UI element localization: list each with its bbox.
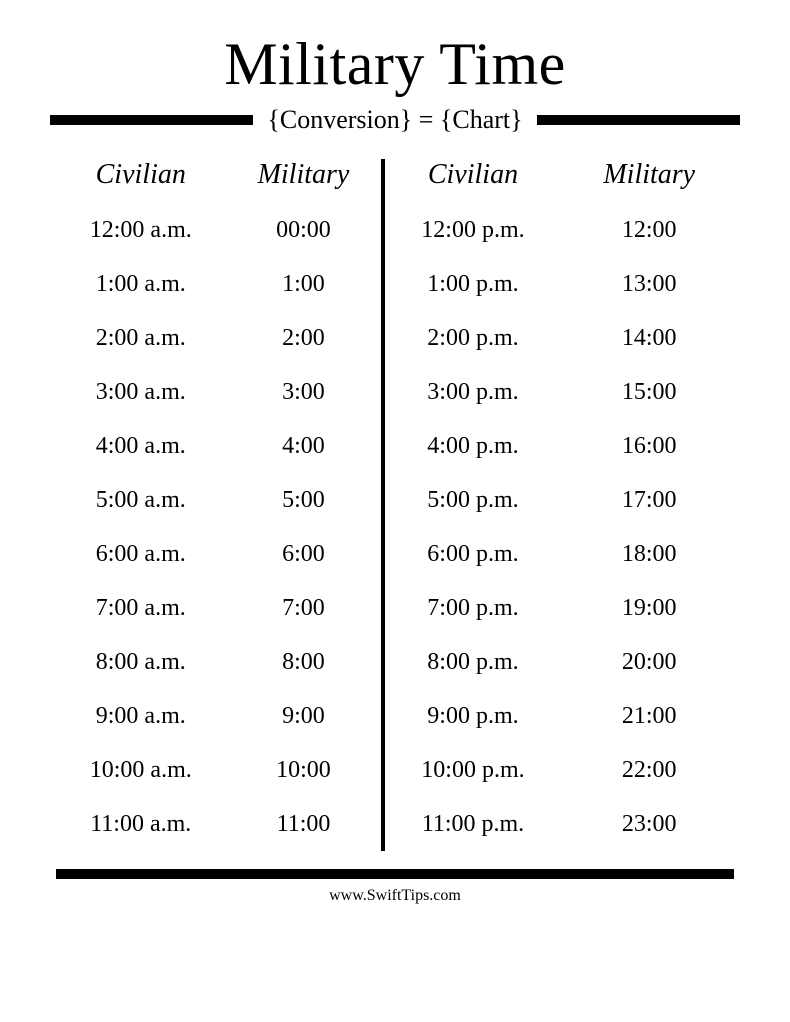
cell-military-right: 19:00 xyxy=(564,596,734,620)
cell-civilian-left: 8:00 a.m. xyxy=(56,650,226,674)
cell-civilian-right: 7:00 p.m. xyxy=(381,596,564,620)
cell-civilian-left: 1:00 a.m. xyxy=(56,272,226,296)
cell-military-right: 12:00 xyxy=(564,218,734,242)
cell-military-left: 2:00 xyxy=(226,326,382,350)
cell-military-left: 7:00 xyxy=(226,596,382,620)
cell-military-left: 3:00 xyxy=(226,380,382,404)
bottom-rule xyxy=(56,869,734,879)
cell-civilian-left: 12:00 a.m. xyxy=(56,218,226,242)
cell-military-right: 21:00 xyxy=(564,704,734,728)
table-row: 11:00 a.m.11:0011:00 p.m.23:00 xyxy=(56,797,734,851)
cell-civilian-left: 7:00 a.m. xyxy=(56,596,226,620)
cell-civilian-left: 9:00 a.m. xyxy=(56,704,226,728)
page: Military Time {Conversion} = {Chart} Civ… xyxy=(0,0,790,1022)
table-row: 4:00 a.m.4:004:00 p.m.16:00 xyxy=(56,419,734,473)
cell-military-left: 9:00 xyxy=(226,704,382,728)
cell-civilian-right: 11:00 p.m. xyxy=(381,812,564,836)
col-header-civilian-left: Civilian xyxy=(56,159,226,191)
table-row: 10:00 a.m.10:0010:00 p.m.22:00 xyxy=(56,743,734,797)
cell-civilian-right: 6:00 p.m. xyxy=(381,542,564,566)
cell-military-left: 4:00 xyxy=(226,434,382,458)
cell-civilian-right: 1:00 p.m. xyxy=(381,272,564,296)
table-row: 1:00 a.m.1:001:00 p.m.13:00 xyxy=(56,257,734,311)
table-row: 5:00 a.m.5:005:00 p.m.17:00 xyxy=(56,473,734,527)
cell-military-left: 00:00 xyxy=(226,218,382,242)
footer-link: www.SwiftTips.com xyxy=(50,887,740,905)
cell-military-right: 20:00 xyxy=(564,650,734,674)
cell-civilian-left: 6:00 a.m. xyxy=(56,542,226,566)
center-divider xyxy=(381,159,385,851)
page-title: Military Time xyxy=(50,30,740,99)
cell-military-left: 1:00 xyxy=(226,272,382,296)
table-row: 2:00 a.m.2:002:00 p.m.14:00 xyxy=(56,311,734,365)
cell-civilian-right: 2:00 p.m. xyxy=(381,326,564,350)
cell-civilian-left: 5:00 a.m. xyxy=(56,488,226,512)
cell-military-left: 10:00 xyxy=(226,758,382,782)
cell-military-right: 15:00 xyxy=(564,380,734,404)
col-header-military-left: Military xyxy=(226,159,382,191)
cell-civilian-right: 4:00 p.m. xyxy=(381,434,564,458)
cell-military-right: 18:00 xyxy=(564,542,734,566)
table-row: 12:00 a.m.00:0012:00 p.m.12:00 xyxy=(56,203,734,257)
cell-civilian-left: 3:00 a.m. xyxy=(56,380,226,404)
cell-military-left: 8:00 xyxy=(226,650,382,674)
cell-civilian-right: 3:00 p.m. xyxy=(381,380,564,404)
cell-civilian-right: 12:00 p.m. xyxy=(381,218,564,242)
table-row: 7:00 a.m.7:007:00 p.m.19:00 xyxy=(56,581,734,635)
table-row: 6:00 a.m.6:006:00 p.m.18:00 xyxy=(56,527,734,581)
top-rule-right xyxy=(537,115,740,125)
cell-military-right: 16:00 xyxy=(564,434,734,458)
cell-military-right: 14:00 xyxy=(564,326,734,350)
cell-civilian-right: 10:00 p.m. xyxy=(381,758,564,782)
table-header-row: Civilian Military Civilian Military xyxy=(56,159,734,191)
cell-civilian-right: 9:00 p.m. xyxy=(381,704,564,728)
cell-military-right: 13:00 xyxy=(564,272,734,296)
subtitle: {Conversion} = {Chart} xyxy=(267,105,522,135)
cell-military-right: 23:00 xyxy=(564,812,734,836)
subtitle-row: {Conversion} = {Chart} xyxy=(50,105,740,135)
table-row: 9:00 a.m.9:009:00 p.m.21:00 xyxy=(56,689,734,743)
conversion-table: Civilian Military Civilian Military 12:0… xyxy=(56,159,734,851)
cell-military-left: 6:00 xyxy=(226,542,382,566)
cell-civilian-right: 5:00 p.m. xyxy=(381,488,564,512)
cell-military-right: 17:00 xyxy=(564,488,734,512)
col-header-civilian-right: Civilian xyxy=(381,159,564,191)
cell-military-left: 5:00 xyxy=(226,488,382,512)
table-body: 12:00 a.m.00:0012:00 p.m.12:001:00 a.m.1… xyxy=(56,203,734,851)
cell-civilian-right: 8:00 p.m. xyxy=(381,650,564,674)
top-rule-left xyxy=(50,115,253,125)
table-row: 8:00 a.m.8:008:00 p.m.20:00 xyxy=(56,635,734,689)
table-row: 3:00 a.m.3:003:00 p.m.15:00 xyxy=(56,365,734,419)
cell-civilian-left: 11:00 a.m. xyxy=(56,812,226,836)
cell-civilian-left: 2:00 a.m. xyxy=(56,326,226,350)
cell-military-left: 11:00 xyxy=(226,812,382,836)
cell-military-right: 22:00 xyxy=(564,758,734,782)
cell-civilian-left: 4:00 a.m. xyxy=(56,434,226,458)
cell-civilian-left: 10:00 a.m. xyxy=(56,758,226,782)
col-header-military-right: Military xyxy=(564,159,734,191)
